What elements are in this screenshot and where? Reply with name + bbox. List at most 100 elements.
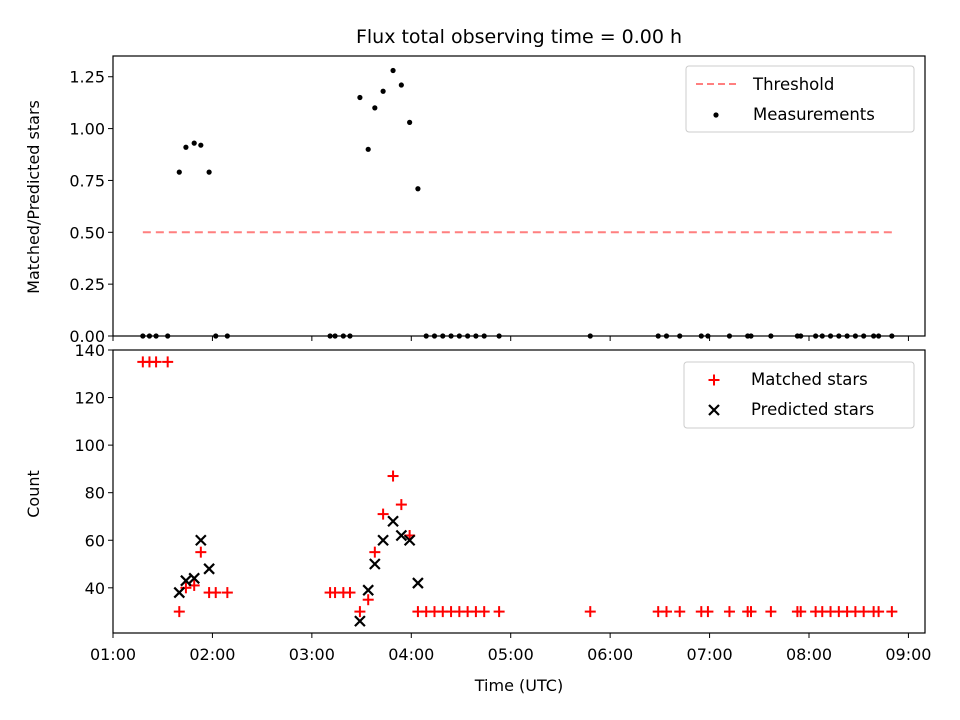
measurement-point [191,140,197,146]
predicted-star-point-b [395,529,408,542]
measurement-point [357,94,363,101]
measurement-point [819,333,825,339]
measurement-point [768,333,774,339]
measurement-point [380,88,386,94]
predicted-star-point-b [403,534,416,547]
matched-star-point [478,606,490,618]
measurement-point [871,333,877,339]
predicted-star-point [173,586,186,599]
top-y-tick-label: 0.00 [69,327,105,346]
measurement-point [705,333,711,339]
measurement-point [465,333,471,339]
predicted-star-point-b [173,586,186,599]
predicted-legend-marker [708,404,720,416]
predicted-star-point-b [412,577,424,589]
predicted-star-point-b [369,558,381,570]
measurements-legend-label: Measurements [753,105,875,124]
top-panel: 0.00 0.25 0.50 0.75 1.00 1.25 [69,55,926,346]
measurements-legend-swatch [713,112,719,118]
matched-star-point [150,356,162,368]
predicted-star-point [354,615,366,627]
bottom-plot-frame [112,349,926,634]
top-legend: Threshold Measurements [685,65,915,133]
matched-star-point [795,606,807,618]
matched-star-point [210,587,222,599]
measurement-point [813,333,819,339]
bottom-y-tick-label: 80 [85,484,105,503]
top-y-tick-label: 1.25 [69,68,105,87]
threshold-legend-label: Threshold [752,75,834,94]
x-tick-label: 08:00 [786,645,832,664]
predicted-stars-legend-label: Predicted stars [751,400,874,419]
measurement-point [198,142,204,148]
x-tick-label: 06:00 [587,645,633,664]
predicted-star-point [412,577,424,589]
x-axis-label: Time (UTC) [474,676,563,695]
measurement-point [726,333,733,339]
predicted-star-point-b [180,574,192,587]
bottom-y-tick-label: 120 [74,389,105,408]
matched-star-point [162,356,174,368]
predicted-stars-legend-swatch [708,404,720,416]
predicted-star-point-b [354,615,366,627]
top-plot-frame [112,55,926,337]
measurement-point [748,333,754,339]
measurement-point [496,333,502,339]
matched-star-point [195,546,207,558]
measurement-point [176,169,182,175]
predicted-star-point [188,572,200,585]
measurement-point [415,186,421,192]
predicted-star-point-b [195,534,207,547]
measurement-point [423,333,429,339]
x-tick-label: 03:00 [289,645,335,664]
matched-star-point [674,606,686,618]
measurement-point [165,333,171,339]
measurement-point [836,333,842,339]
measurement-point [340,333,346,339]
top-y-tick-label: 1.00 [69,120,105,139]
measurement-point [448,333,454,339]
measurement-point [655,333,661,339]
predicted-star-point [403,534,416,547]
measurement-point [861,333,867,339]
predicted-star-point [387,515,399,528]
matched-star-point [584,606,596,618]
matched-stars-legend-label: Matched stars [751,370,868,389]
bottom-y-tick-label: 60 [85,531,105,550]
measurement-point [347,333,353,339]
bottom-y-tick-label: 100 [74,436,105,455]
measurement-point [663,333,670,339]
chart-title: Flux total observing time = 0.00 h [356,26,682,48]
measurement-point [140,333,146,339]
predicted-star-point-b [362,584,374,596]
measurement-point [827,333,834,339]
measurement-point [481,333,487,339]
bottom-legend-frame [683,361,915,429]
matched-star-point [362,594,374,606]
measurement-point [183,144,189,150]
matched-star-point [493,606,505,618]
x-tick-label: 02:00 [189,645,235,664]
measurement-point [440,333,446,339]
predicted-star-point [377,534,389,547]
matched-star-point [660,606,672,618]
top-y-tick-label: 0.75 [69,171,105,190]
matched-star-point [723,606,735,618]
measurement-point [587,333,593,339]
predicted-legend-marker-b [708,404,720,416]
measurement-point [365,146,371,152]
measurement-point [431,333,438,339]
measurement-point [153,333,159,339]
predicted-star-point-b [377,534,389,547]
matched-star-point [369,546,381,558]
measurement-point [372,105,378,111]
matched-star-point [858,606,870,618]
x-tick-label: 05:00 [488,645,534,664]
measurement-point [876,333,882,339]
matched-star-point [344,587,356,599]
matched-star-point [387,470,399,482]
measurement-point [327,333,333,339]
predicted-star-point [362,584,374,596]
matched-star-point [702,606,714,618]
matched-star-point [180,582,192,594]
